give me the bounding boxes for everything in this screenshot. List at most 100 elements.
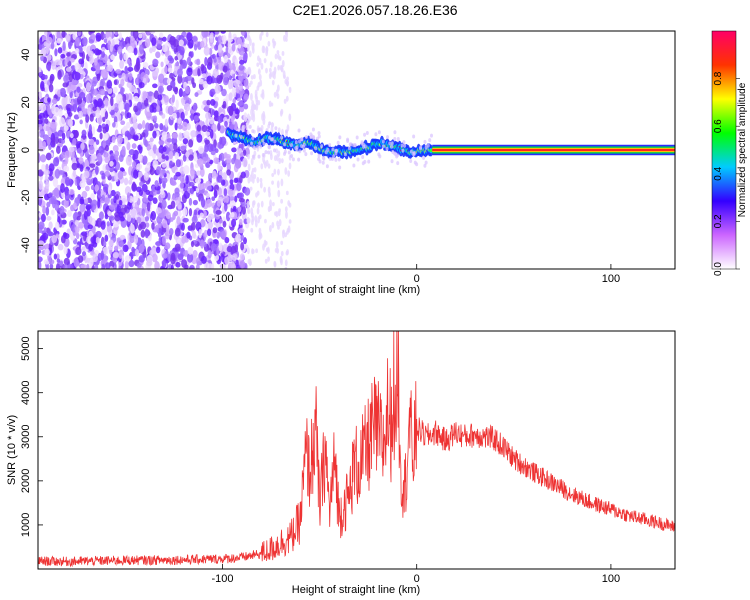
noise-mark [195, 264, 200, 269]
noise-mark [206, 192, 210, 199]
noise-mark [193, 43, 198, 51]
noise-mark [104, 213, 109, 220]
noise-mark [126, 58, 131, 65]
signal-mark-core [429, 149, 433, 152]
faint-noise-mark [246, 216, 250, 224]
noise-mark [154, 225, 159, 233]
noise-mark [136, 262, 142, 268]
noise-mark [213, 157, 219, 165]
faint-noise-mark [283, 74, 286, 80]
noise-mark [227, 40, 232, 50]
noise-mark [144, 139, 148, 148]
noise-mark [38, 180, 43, 191]
faint-noise-mark [276, 180, 280, 189]
noise-mark [176, 111, 180, 119]
colorbar-gradient [711, 30, 737, 270]
noise-mark [194, 92, 199, 97]
signal-halo-mark [343, 152, 347, 157]
noise-mark [44, 243, 50, 249]
noise-mark [40, 80, 45, 90]
noise-mark [103, 33, 107, 39]
noise-mark [214, 110, 219, 118]
signal-halo-mark [321, 160, 325, 165]
noise-mark [72, 138, 77, 146]
noise-mark [87, 224, 93, 230]
faint-noise-mark [258, 74, 262, 81]
noise-mark [227, 188, 234, 197]
signal-halo-mark [336, 140, 340, 145]
faint-noise-mark [271, 122, 275, 128]
noise-mark [74, 130, 79, 139]
x-tick-label: 100 [602, 573, 620, 585]
noise-mark [95, 139, 100, 146]
noise-mark [97, 252, 103, 262]
noise-mark [75, 232, 80, 240]
signal-halo-mark [412, 134, 416, 139]
noise-mark [138, 44, 144, 55]
noise-mark [132, 116, 137, 124]
noise-mark [177, 117, 182, 124]
noise-mark [231, 43, 236, 52]
noise-mark [123, 53, 128, 61]
faint-noise-mark [250, 207, 254, 215]
noise-mark [137, 144, 142, 151]
noise-mark [243, 79, 249, 87]
y-tick-label: 3000 [20, 425, 32, 449]
noise-mark [90, 236, 97, 244]
faint-noise-mark [256, 62, 260, 67]
faint-noise-mark [247, 176, 251, 184]
noise-mark [113, 79, 118, 85]
noise-mark [118, 154, 124, 162]
noise-mark [161, 235, 167, 246]
noise-mark [152, 59, 159, 66]
noise-mark [71, 162, 78, 171]
signal-halo-mark [298, 149, 302, 154]
noise-mark [104, 156, 110, 164]
noise-mark [214, 44, 219, 51]
spectrogram-marks [38, 31, 675, 269]
noise-mark [170, 264, 174, 269]
faint-noise-mark [271, 221, 275, 229]
noise-mark [167, 192, 171, 201]
noise-mark [161, 44, 168, 53]
noise-mark [133, 47, 138, 56]
faint-noise-mark [258, 227, 262, 234]
noise-mark [113, 195, 117, 204]
noise-mark [90, 84, 95, 93]
signal-halo-mark [377, 152, 381, 157]
faint-noise-mark [269, 224, 272, 233]
noise-mark [226, 156, 232, 165]
x-tick-label: -100 [211, 273, 233, 285]
signal-halo-mark [257, 127, 261, 132]
faint-noise-mark [264, 241, 268, 246]
noise-mark [125, 156, 132, 166]
noise-mark [153, 115, 158, 122]
noise-mark [72, 169, 76, 178]
noise-mark [87, 129, 93, 140]
signal-halo-mark [388, 141, 392, 146]
signal-halo-mark [413, 160, 417, 165]
noise-mark [47, 97, 51, 103]
noise-mark [57, 69, 62, 80]
spectrogram-panel: -100 0 100 -40 -20 0 20 40 Height of straight … [6, 30, 676, 296]
noise-mark [207, 221, 214, 229]
noise-mark [234, 108, 240, 115]
faint-noise-mark [278, 157, 282, 165]
noise-mark [101, 46, 106, 52]
faint-noise-mark [267, 186, 271, 194]
noise-mark [205, 198, 212, 208]
noise-mark [169, 35, 176, 46]
faint-noise-mark [280, 258, 283, 266]
noise-mark [138, 244, 145, 253]
y-tick-label: -20 [20, 190, 32, 206]
noise-mark [204, 105, 210, 113]
noise-mark [59, 205, 65, 215]
noise-mark [62, 41, 66, 52]
noise-mark [137, 123, 143, 130]
noise-mark [187, 246, 194, 255]
y-tick-label: 1000 [20, 513, 32, 537]
noise-mark [152, 70, 159, 77]
noise-mark [229, 179, 234, 185]
faint-noise-mark [273, 40, 277, 47]
noise-mark [114, 172, 119, 182]
